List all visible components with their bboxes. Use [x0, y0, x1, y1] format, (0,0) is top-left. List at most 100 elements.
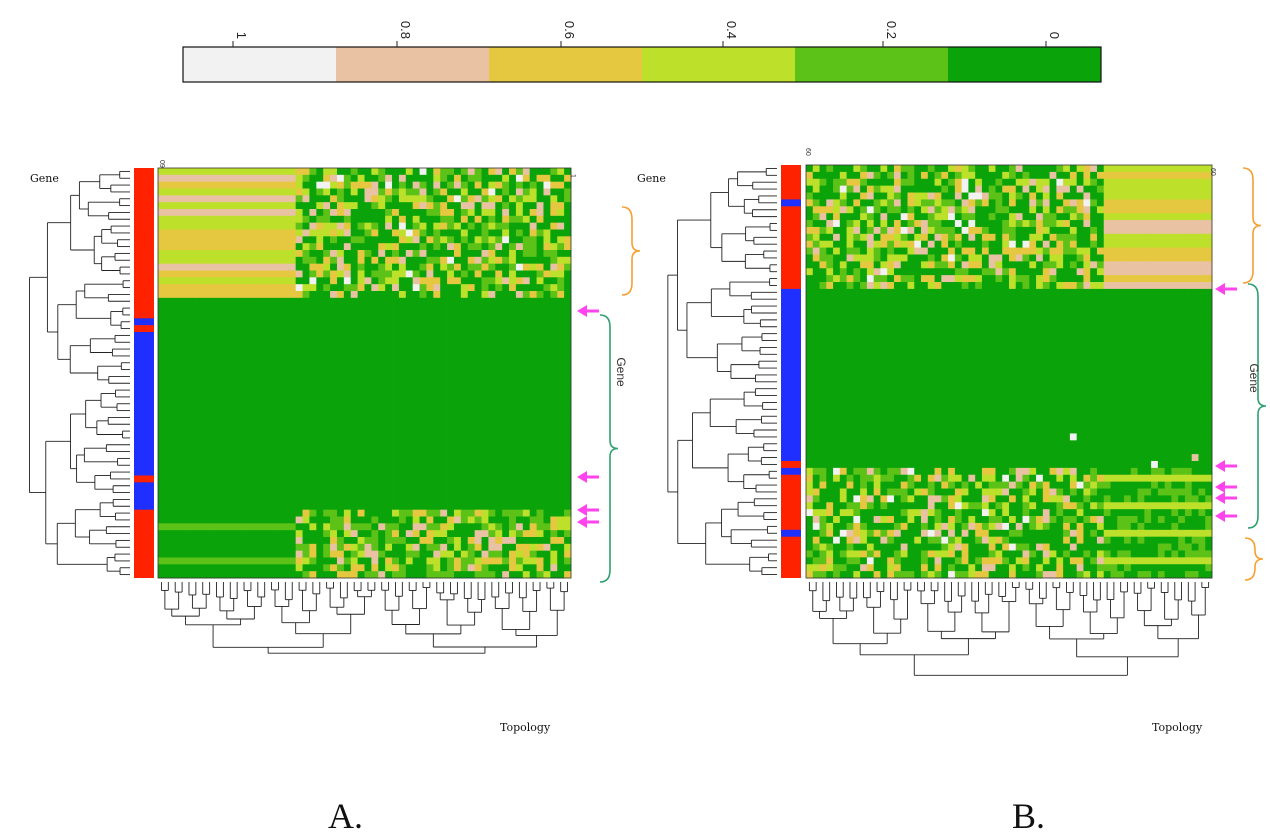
heatmap-cell — [426, 434, 434, 442]
heatmap-cell — [288, 297, 297, 306]
heatmap-cell — [185, 250, 193, 258]
heatmap-cell — [199, 386, 207, 394]
heatmap-cell — [564, 557, 572, 565]
heatmap-cell — [330, 277, 338, 285]
heatmap-cell — [185, 181, 193, 189]
heatmap-cell — [515, 550, 524, 558]
heatmap-cell — [1103, 178, 1111, 186]
heatmap-cell — [1184, 247, 1193, 255]
heatmap-cell — [543, 468, 551, 476]
heatmap-cell — [309, 168, 317, 176]
heatmap-cell — [447, 400, 455, 408]
heatmap-cell — [550, 243, 558, 251]
heatmap-cell — [171, 345, 179, 353]
heatmap-cell — [343, 332, 352, 340]
heatmap-cell — [343, 222, 352, 230]
heatmap-cell — [343, 304, 352, 312]
heatmap-cell — [467, 523, 475, 531]
heatmap-cell — [371, 352, 379, 360]
heatmap-cell — [371, 311, 379, 319]
heatmap-cell — [564, 379, 572, 388]
heatmap-cell — [509, 195, 517, 203]
heatmap-cell — [199, 366, 207, 374]
heatmap-cell — [295, 530, 303, 538]
heatmap-cell — [1130, 165, 1138, 173]
heatmap-cell — [405, 332, 414, 340]
heatmap-cell — [536, 311, 544, 319]
heatmap-cell — [288, 277, 297, 285]
heatmap-cell — [1042, 247, 1050, 255]
heatmap-cell — [502, 455, 510, 463]
heatmap-cell — [460, 414, 469, 422]
heatmap-cell — [853, 220, 861, 228]
heatmap-cell — [481, 557, 489, 565]
heatmap-cell — [1130, 185, 1138, 193]
heatmap-cell — [281, 475, 290, 483]
heatmap-cell — [907, 220, 915, 228]
heatmap-cell — [1191, 165, 1199, 173]
heatmap-cell — [453, 222, 462, 230]
heatmap-cell — [261, 475, 269, 483]
heatmap-cell — [543, 250, 551, 258]
heatmap-cell — [206, 530, 214, 538]
heatmap-cell — [275, 174, 283, 183]
heatmap-cell — [206, 475, 214, 483]
heatmap-cell — [1042, 213, 1050, 221]
heatmap-cell — [226, 263, 235, 271]
heatmap-cell — [543, 448, 551, 456]
heatmap-cell — [233, 550, 241, 558]
heatmap-cell — [941, 213, 949, 221]
heatmap-cell — [295, 564, 303, 572]
heatmap-cell — [515, 250, 524, 258]
heatmap-cell — [412, 468, 420, 476]
heatmap-cell — [261, 263, 269, 271]
heatmap-cell — [164, 523, 173, 531]
heatmap-cell — [509, 168, 517, 176]
heatmap-cell — [302, 386, 310, 394]
heatmap-cell — [254, 338, 262, 347]
heatmap-cell — [509, 523, 517, 531]
heatmap-cell — [164, 386, 173, 394]
heatmap-cell — [433, 188, 441, 196]
heatmap-cell — [550, 414, 558, 422]
heatmap-cell — [1198, 178, 1206, 186]
heatmap-cell — [866, 233, 875, 242]
heatmap-cell — [893, 247, 902, 255]
heatmap-cell — [819, 247, 827, 255]
heatmap-cell — [288, 523, 297, 531]
heatmap-cell — [1103, 165, 1111, 173]
heatmap-cell — [481, 468, 489, 476]
heatmap-cell — [213, 523, 221, 531]
heatmap-cell — [412, 427, 420, 435]
heatmap-cell — [226, 448, 235, 456]
heatmap-cell — [564, 311, 572, 319]
heatmap-cell — [1151, 226, 1159, 235]
heatmap-cell — [158, 448, 166, 456]
heatmap-cell — [426, 393, 434, 401]
heatmap-cell — [192, 250, 200, 258]
heatmap-cell — [213, 366, 221, 374]
heatmap-cell — [819, 171, 827, 180]
heatmap-cell — [302, 550, 310, 558]
heatmap-cell — [488, 509, 496, 517]
heatmap-cell — [405, 557, 414, 565]
heatmap-cell — [536, 386, 544, 394]
heatmap-cell — [268, 461, 276, 470]
heatmap-cell — [295, 352, 303, 360]
heatmap-cell — [398, 482, 407, 490]
heatmap-cell — [1063, 165, 1071, 173]
heatmap-cell — [247, 168, 255, 176]
heatmap-cell — [281, 325, 290, 333]
heatmap-cell — [336, 468, 345, 476]
heatmap-cell — [364, 537, 372, 545]
heatmap-cell — [206, 543, 214, 552]
heatmap-cell — [385, 502, 393, 511]
heatmap-cell — [474, 379, 482, 388]
heatmap-cell — [392, 537, 400, 545]
heatmap-cell — [502, 441, 510, 449]
heatmap-cell — [426, 229, 434, 237]
heatmap-cell — [268, 516, 276, 524]
heatmap-cell — [488, 256, 496, 265]
heatmap-cell — [488, 181, 496, 189]
heatmap-cell — [247, 270, 255, 278]
